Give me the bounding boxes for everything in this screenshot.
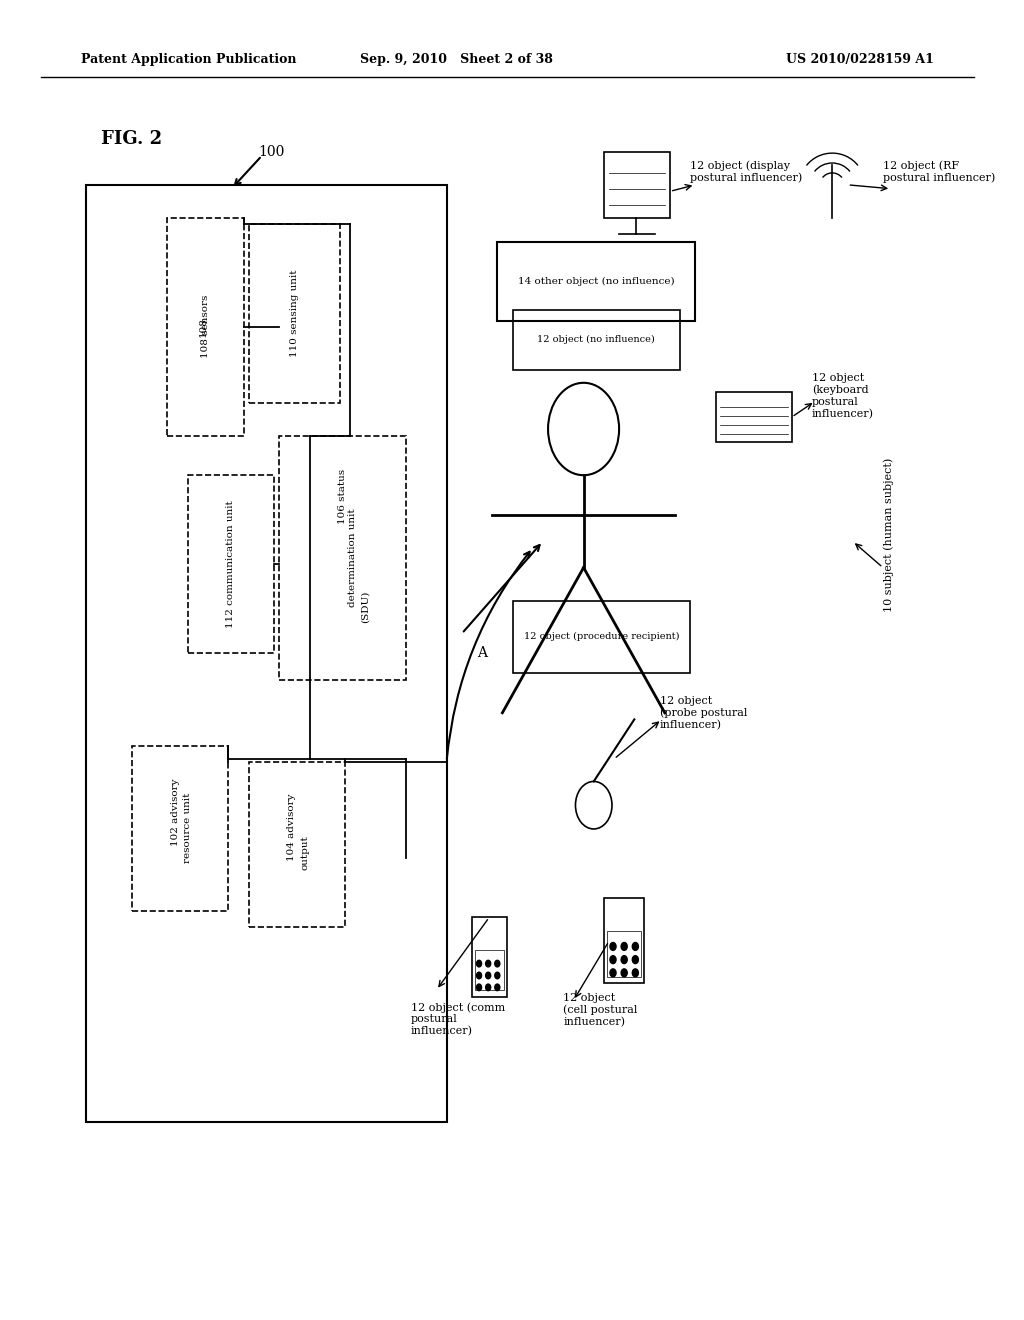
Circle shape [476, 961, 481, 966]
Circle shape [632, 956, 638, 964]
Text: resource unit: resource unit [182, 793, 191, 863]
Text: 106 status: 106 status [338, 469, 347, 524]
Text: 100: 100 [259, 145, 285, 158]
Circle shape [622, 969, 628, 977]
Circle shape [632, 969, 638, 977]
Circle shape [610, 956, 616, 964]
Circle shape [610, 969, 616, 977]
Circle shape [476, 972, 481, 979]
Text: 12 object
(probe postural
influencer): 12 object (probe postural influencer) [659, 696, 748, 730]
Text: 108 sensors: 108 sensors [201, 294, 210, 359]
Text: 12 object
(keyboard
postural
influencer): 12 object (keyboard postural influencer) [812, 374, 873, 418]
Circle shape [485, 972, 490, 979]
Text: 110 sensing unit: 110 sensing unit [290, 269, 299, 358]
Text: FIG. 2: FIG. 2 [101, 129, 163, 148]
Text: 112 communication unit: 112 communication unit [226, 500, 236, 628]
Text: 12 object (no influence): 12 object (no influence) [538, 335, 655, 345]
Circle shape [495, 983, 500, 990]
Text: 10 subject (human subject): 10 subject (human subject) [883, 458, 894, 611]
Text: A: A [477, 647, 487, 660]
Circle shape [632, 942, 638, 950]
Text: 12 object
(cell postural
influencer): 12 object (cell postural influencer) [563, 993, 638, 1027]
Text: 12 object (comm
postural
influencer): 12 object (comm postural influencer) [411, 1002, 505, 1036]
Text: 104 advisory: 104 advisory [288, 793, 296, 862]
Circle shape [485, 983, 490, 990]
Circle shape [622, 956, 628, 964]
Text: Patent Application Publication: Patent Application Publication [81, 53, 297, 66]
Text: 12 object (display
postural influencer): 12 object (display postural influencer) [690, 160, 803, 183]
Circle shape [485, 961, 490, 966]
Circle shape [495, 972, 500, 979]
Circle shape [495, 961, 500, 966]
Text: 108: 108 [199, 317, 208, 337]
Text: Sep. 9, 2010   Sheet 2 of 38: Sep. 9, 2010 Sheet 2 of 38 [360, 53, 553, 66]
Text: 14 other object (no influence): 14 other object (no influence) [518, 277, 675, 285]
Text: (SDU): (SDU) [360, 590, 370, 623]
Text: output: output [300, 836, 309, 870]
Circle shape [476, 983, 481, 990]
Circle shape [622, 942, 628, 950]
Text: determination unit: determination unit [348, 508, 357, 607]
Text: 12 object (procedure recipient): 12 object (procedure recipient) [523, 632, 679, 642]
Text: 102 advisory: 102 advisory [171, 777, 179, 846]
Circle shape [610, 942, 616, 950]
Text: 12 object (RF
postural influencer): 12 object (RF postural influencer) [883, 160, 995, 183]
Text: US 2010/0228159 A1: US 2010/0228159 A1 [785, 53, 934, 66]
